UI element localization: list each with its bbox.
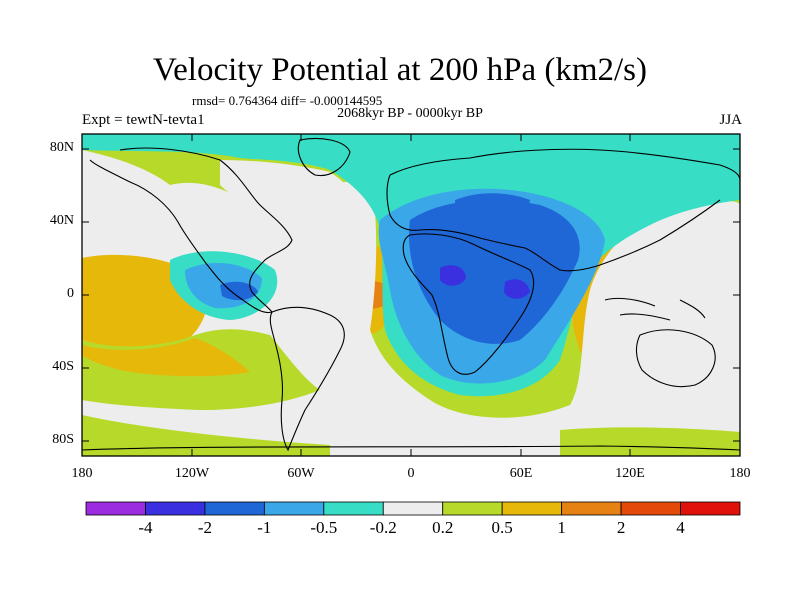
stats-line: rmsd= 0.764364 diff= -0.000144595 [192, 93, 383, 108]
colorbar-swatch [263, 501, 325, 516]
region-neutral-northpacific [82, 150, 191, 243]
coastlines [82, 137, 740, 452]
region-min-westafrica [440, 265, 466, 286]
africa-outline [402, 233, 535, 375]
contour-field [82, 134, 740, 456]
lon-label-120w: 120W [174, 466, 210, 481]
season-label: JJA [719, 112, 742, 128]
region-green-southeast [560, 427, 740, 456]
lon-label-180w: 180 [71, 466, 93, 481]
maritime-continent-outline [604, 297, 706, 321]
eurasia-outline [386, 148, 740, 272]
colorbar-swatch [145, 501, 206, 516]
colorbar-label: 0.5 [491, 518, 513, 537]
colorbar-label: 1 [557, 518, 566, 537]
map-title: Velocity Potential at 200 hPa (km2/s) [152, 52, 648, 88]
colorbar-label: -0.5 [310, 518, 338, 537]
region-pos-southpacific-2 [82, 338, 250, 377]
lon-label-120e: 120E [615, 466, 645, 481]
colorbar-swatch [561, 501, 622, 516]
colorbar-swatch [620, 501, 681, 516]
colorbar-swatch [680, 501, 741, 516]
colorbar-label: -0.2 [369, 518, 397, 537]
lat-label-80n: 80N [49, 140, 74, 155]
colorbar-label: -4 [138, 518, 153, 537]
colorbar-label: 4 [676, 518, 685, 537]
colorbar-label: 2 [616, 518, 626, 537]
colorbar-swatch [323, 501, 384, 516]
colorbar-swatch [204, 501, 265, 516]
experiment-label: Expt = tewtN-tevta1 [82, 112, 205, 128]
antarctica-outline [82, 445, 740, 451]
lon-label-60e: 60E [509, 466, 533, 481]
colorbar-label: -1 [257, 518, 272, 537]
lon-ticks [191, 134, 631, 456]
colorbar-swatch [382, 501, 444, 516]
colorbar-label: 0.2 [432, 518, 454, 537]
colorbar-swatch [501, 501, 563, 516]
colorbar [85, 501, 741, 516]
lat-label-80s: 80S [52, 432, 74, 447]
lat-label-0: 0 [67, 286, 74, 301]
north-america-outline [89, 147, 293, 314]
australia-outline [635, 329, 716, 388]
region-neg3-africa [409, 200, 580, 344]
region-neg3-eastpacific [220, 281, 258, 301]
lon-label-0: 0 [407, 466, 415, 481]
lat-label-40n: 40N [49, 213, 74, 228]
region-neutral-westpacific [640, 241, 740, 290]
colorbar-label: -2 [197, 518, 212, 537]
region-neutral-northamerica [220, 160, 362, 223]
lat-label-40s: 40S [52, 359, 74, 374]
lon-label-180e: 180 [729, 466, 751, 481]
greenland-outline [297, 137, 351, 177]
region-neg3-north [455, 193, 530, 221]
colorbar-swatch [85, 501, 146, 516]
period-label: 2068kyr BP - 0000kyr BP [337, 106, 483, 121]
region-min-eastafrica [504, 279, 530, 299]
region-green-south [82, 415, 330, 456]
lat-ticks [82, 148, 740, 442]
south-america-outline [269, 306, 345, 452]
lon-label-60w: 60W [287, 466, 315, 481]
colorbar-swatch [442, 501, 503, 516]
